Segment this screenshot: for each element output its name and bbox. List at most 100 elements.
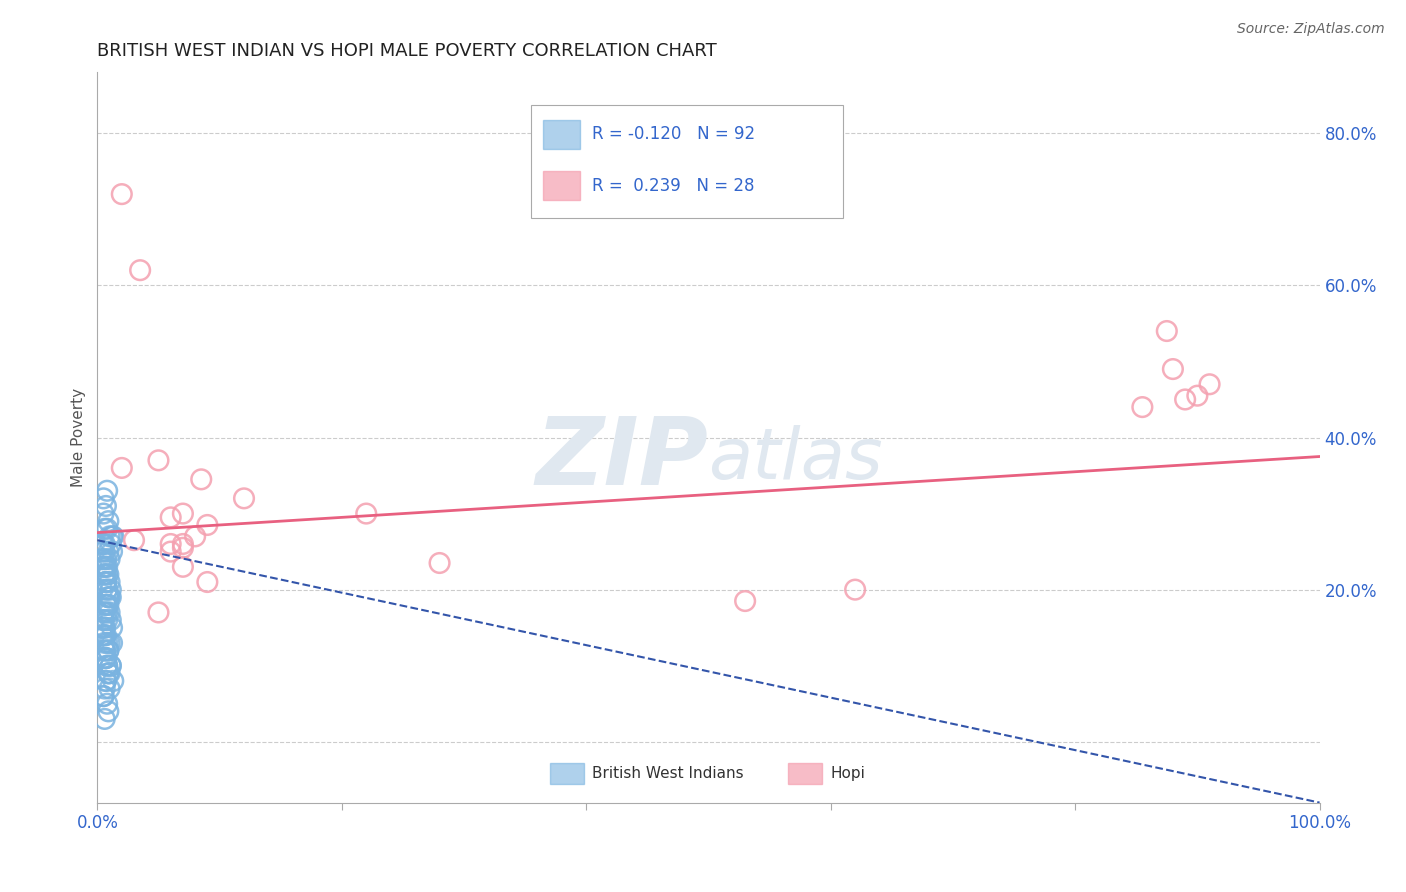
Point	[97, 544, 120, 558]
Point	[91, 628, 114, 642]
Point	[93, 606, 115, 620]
Point	[93, 567, 115, 582]
Point	[93, 689, 115, 703]
Point	[93, 643, 115, 657]
Point	[100, 613, 122, 627]
Point	[93, 651, 115, 665]
Point	[98, 606, 121, 620]
Point	[97, 704, 120, 718]
Point	[172, 507, 194, 521]
Point	[93, 628, 115, 642]
Point	[96, 697, 118, 711]
Text: British West Indians: British West Indians	[592, 766, 744, 780]
Point	[1174, 392, 1197, 407]
Point	[93, 643, 115, 657]
Text: BRITISH WEST INDIAN VS HOPI MALE POVERTY CORRELATION CHART: BRITISH WEST INDIAN VS HOPI MALE POVERTY…	[97, 42, 717, 60]
Point	[94, 628, 117, 642]
Point	[100, 591, 122, 605]
Point	[159, 544, 181, 558]
Point	[98, 636, 121, 650]
FancyBboxPatch shape	[544, 120, 581, 149]
Point	[98, 574, 121, 589]
Point	[233, 491, 256, 506]
Point	[98, 529, 121, 543]
Point	[93, 636, 115, 650]
Point	[94, 673, 117, 688]
Point	[96, 483, 118, 498]
Point	[101, 636, 124, 650]
Point	[93, 689, 115, 703]
Point	[93, 552, 115, 566]
Text: atlas: atlas	[709, 425, 883, 494]
Point	[93, 559, 115, 574]
Point	[91, 621, 114, 635]
Point	[94, 651, 117, 665]
FancyBboxPatch shape	[544, 171, 581, 200]
Point	[94, 651, 117, 665]
Point	[94, 673, 117, 688]
Point	[93, 681, 115, 696]
Text: ZIP: ZIP	[536, 413, 709, 506]
Point	[98, 681, 121, 696]
Point	[100, 537, 122, 551]
Point	[172, 537, 194, 551]
Point	[94, 499, 117, 513]
Point	[100, 658, 122, 673]
Point	[93, 559, 115, 574]
Point	[94, 598, 117, 612]
Text: Hopi: Hopi	[831, 766, 866, 780]
Point	[98, 591, 121, 605]
Point	[100, 658, 122, 673]
Text: R =  0.239   N = 28: R = 0.239 N = 28	[592, 177, 755, 194]
Point	[354, 507, 377, 521]
Point	[93, 606, 115, 620]
Point	[195, 574, 218, 589]
Point	[96, 582, 118, 597]
Point	[1156, 324, 1178, 338]
Point	[93, 507, 115, 521]
Point	[91, 582, 114, 597]
Point	[97, 591, 120, 605]
FancyBboxPatch shape	[787, 764, 823, 783]
Point	[93, 628, 115, 642]
Point	[1198, 377, 1220, 392]
FancyBboxPatch shape	[531, 105, 844, 219]
Point	[159, 537, 181, 551]
Point	[96, 522, 118, 536]
Point	[1187, 389, 1209, 403]
Point	[1130, 400, 1153, 414]
Point	[96, 636, 118, 650]
Point	[122, 533, 145, 548]
Point	[148, 453, 170, 467]
Point	[93, 621, 115, 635]
Point	[93, 613, 115, 627]
Point	[97, 643, 120, 657]
Point	[96, 658, 118, 673]
Point	[111, 187, 134, 202]
Point	[94, 651, 117, 665]
Point	[172, 541, 194, 555]
Point	[96, 582, 118, 597]
Point	[96, 559, 118, 574]
Point	[103, 673, 125, 688]
Point	[101, 529, 124, 543]
Point	[103, 529, 125, 543]
Point	[111, 461, 134, 475]
Point	[97, 643, 120, 657]
Point	[98, 552, 121, 566]
Point	[97, 666, 120, 681]
Point	[97, 591, 120, 605]
Point	[97, 514, 120, 528]
Point	[93, 621, 115, 635]
Point	[93, 537, 115, 551]
Point	[429, 556, 451, 570]
Text: R = -0.120   N = 92: R = -0.120 N = 92	[592, 126, 755, 144]
Point	[91, 537, 114, 551]
Point	[93, 544, 115, 558]
Point	[101, 621, 124, 635]
Point	[93, 567, 115, 582]
Point	[91, 544, 114, 558]
Point	[93, 613, 115, 627]
Point	[129, 263, 152, 277]
Point	[184, 529, 207, 543]
